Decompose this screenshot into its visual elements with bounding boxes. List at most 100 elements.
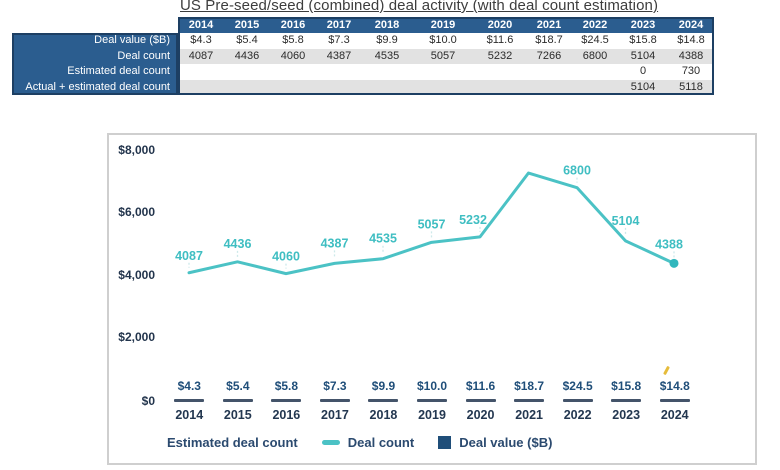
legend-label: Deal count (347, 435, 415, 450)
table-cell: $4.3 (178, 33, 224, 49)
deal-value-label: $7.3 (323, 379, 347, 393)
table-cell: $24.5 (572, 33, 618, 49)
deal-value-label: $5.8 (274, 379, 299, 393)
chart-panel: Estimated deal count Deal count Deal val… (107, 133, 757, 465)
last-point-marker (669, 258, 679, 268)
year-column: $18.7 2021 (505, 379, 554, 422)
x-axis-year-label: 2016 (272, 408, 301, 422)
deal-value-label: $9.9 (371, 379, 396, 393)
table-cell (316, 64, 362, 80)
table-cell (224, 79, 270, 95)
table-cell: 4436 (224, 48, 270, 64)
year-column: $24.5 2022 (553, 379, 602, 422)
year-column: $7.3 2017 (311, 379, 360, 422)
deal-value-label: $15.8 (611, 379, 642, 393)
x-axis-year-label: 2018 (369, 408, 398, 422)
deal-value-bar (368, 399, 399, 402)
data-point-label: 4436 (224, 237, 252, 251)
table-cell (270, 79, 316, 95)
x-axis-year-label: 2019 (418, 408, 446, 422)
deal-value-bar (465, 399, 496, 402)
table-cell: 4060 (270, 48, 316, 64)
deal-value-bar (514, 399, 545, 402)
data-point-label: 5057 (418, 217, 446, 231)
table-cell (474, 64, 526, 80)
data-point-label: 4535 (369, 232, 397, 246)
year-column-header: 2022 (572, 17, 618, 33)
y-axis-tick: $2,000 (118, 330, 155, 344)
legend-item-deal-count: Deal count (321, 435, 415, 450)
table-corner (12, 17, 178, 33)
table-cell (178, 79, 224, 95)
data-point-label: 4387 (321, 236, 349, 250)
table-cell: $9.9 (362, 33, 412, 49)
table-cell: 4387 (316, 48, 362, 64)
table-row: Deal count 4087 4436 4060 4387 4535 5057 5232 72… (12, 48, 714, 64)
row-label: Deal value ($B) (12, 33, 178, 49)
table-row: Deal value ($B) $4.3 $5.4 $5.8 $7.3 $9.9 $10.0… (12, 33, 714, 49)
table-cell: $10.0 (412, 33, 474, 49)
table-cell (526, 64, 572, 80)
deal-value-label: $18.7 (514, 379, 545, 393)
deal-count-line-chart: 4087 4436 4060 4387 4535 5057 5232 6800 5104 4388 (175, 164, 683, 276)
table-cell (412, 64, 474, 80)
data-point-label: 4388 (655, 237, 683, 251)
table-row: Estimated deal count 0 730 (12, 64, 714, 80)
table-cell (474, 79, 526, 95)
deal-value-label: $5.4 (226, 379, 250, 393)
deal-value-bar (174, 399, 205, 402)
year-column: $5.8 2016 (262, 379, 311, 422)
table-cell (362, 79, 412, 95)
table-cell: $14.8 (668, 33, 714, 49)
x-axis-year-label: 2017 (321, 408, 349, 422)
deal-value-bar (611, 399, 642, 402)
deal-value-label: $4.3 (177, 379, 201, 393)
year-column: $11.6 2020 (456, 379, 505, 422)
row-label: Deal count (12, 48, 178, 64)
year-column: $10.0 2019 (408, 379, 457, 422)
row-label: Estimated deal count (12, 64, 178, 80)
deal-activity-table: 2014 2015 2016 2017 2018 2019 2020 2021 2022 2023… (12, 17, 714, 95)
table-cell: 5118 (668, 79, 714, 95)
table-cell (270, 64, 316, 80)
data-point-label: 5232 (459, 213, 487, 227)
year-column-header: 2015 (224, 17, 270, 33)
table-cell (224, 64, 270, 80)
year-column-header: 2019 (412, 17, 474, 33)
deal-value-bar (659, 399, 690, 402)
legend-item-deal-value: Deal value ($B) (438, 435, 552, 450)
deal-value-bar (222, 399, 253, 402)
table-cell: 4087 (178, 48, 224, 64)
table-header-row: 2014 2015 2016 2017 2018 2019 2020 2021 2022 2023… (12, 17, 714, 33)
table-cell: 5104 (618, 48, 668, 64)
year-column-header: 2018 (362, 17, 412, 33)
legend-item-estimated-deal-count: Estimated deal count (167, 435, 298, 450)
year-column: $9.9 2018 (359, 379, 408, 422)
y-axis-tick: $6,000 (118, 205, 155, 219)
y-axis-tick: $0 (141, 393, 155, 408)
table-cell: 5104 (618, 79, 668, 95)
year-column: $14.8 2024 (650, 379, 699, 422)
deal-value-bar (417, 399, 447, 402)
x-axis-year-label: 2015 (223, 408, 252, 422)
table-cell: 730 (668, 64, 714, 80)
year-column-header: 2021 (526, 17, 572, 33)
deal-value-label: $10.0 (416, 379, 448, 393)
table-cell: 5232 (474, 48, 526, 64)
table-cell: $5.8 (270, 33, 316, 49)
table-cell (412, 79, 474, 95)
table-cell: 4535 (362, 48, 412, 64)
table-cell (178, 64, 224, 80)
year-column-header: 2016 (270, 17, 316, 33)
y-axis-tick: $8,000 (118, 142, 155, 157)
table-cell: 5057 (412, 48, 474, 64)
year-column-header: 2014 (178, 17, 224, 33)
x-axis-columns: $4.3 2014 $5.4 2015 $5.8 2016 $7.3 2017 $9.9 2018… (165, 379, 699, 422)
table-row: Actual + estimated deal count 5104 5118 (12, 79, 714, 95)
data-point-label: 4087 (175, 249, 203, 263)
x-axis-year-label: 2024 (660, 408, 689, 422)
row-label: Actual + estimated deal count (12, 79, 178, 95)
table-cell: 7266 (526, 48, 572, 64)
table-cell: $11.6 (474, 33, 526, 49)
year-column-header: 2017 (316, 17, 362, 33)
